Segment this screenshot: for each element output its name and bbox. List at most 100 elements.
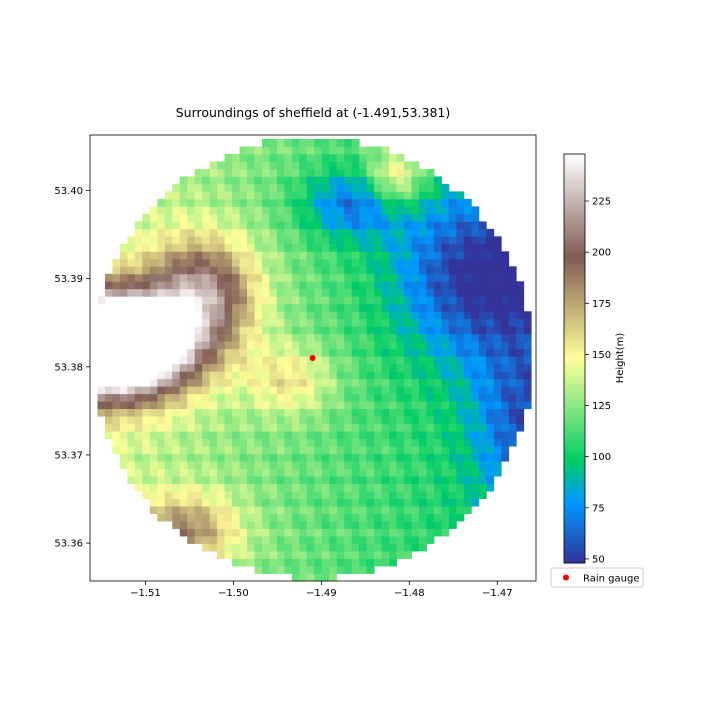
heat-cell [224, 386, 233, 395]
heat-cell [164, 191, 173, 200]
heat-cell [172, 273, 181, 282]
heat-cell [119, 438, 128, 447]
heat-cell [389, 206, 397, 215]
heat-cell [411, 228, 420, 237]
heat-cell [284, 183, 293, 192]
heat-cell [359, 341, 368, 350]
heat-cell [179, 446, 188, 455]
heat-cell [359, 483, 368, 492]
colorbar-segment [564, 280, 585, 285]
heat-cell [329, 438, 338, 447]
heat-cell [164, 348, 173, 357]
heat-cell [314, 221, 323, 230]
heat-cell [396, 551, 405, 559]
heat-cell [194, 528, 203, 537]
heat-cell [232, 251, 240, 260]
heat-cell [299, 558, 308, 567]
heat-cell [261, 551, 270, 559]
heat-cell [359, 521, 368, 529]
heat-cell [276, 491, 285, 499]
heat-cell [224, 318, 233, 327]
heat-cell [149, 251, 158, 260]
heat-cell [299, 468, 308, 477]
heat-cell [404, 288, 412, 297]
heat-cell [471, 273, 480, 282]
heat-cell [269, 303, 278, 312]
heat-cell [463, 408, 472, 417]
heat-cell [276, 161, 285, 170]
heat-cell [299, 266, 308, 275]
heat-cell [276, 341, 285, 350]
heat-cell [411, 266, 420, 275]
heat-cell [164, 258, 173, 267]
heat-cell [179, 386, 188, 395]
heat-cell [299, 206, 308, 215]
heat-cell [366, 288, 375, 297]
heat-cell [314, 453, 323, 462]
heat-cell [374, 453, 383, 462]
heat-cell [374, 258, 383, 267]
heat-cell [486, 476, 495, 484]
heat-cell [254, 176, 263, 185]
heat-cell [381, 243, 390, 252]
heat-cell [232, 183, 240, 192]
heat-cell [232, 461, 240, 470]
colorbar-segment [564, 191, 585, 196]
legend-label: Rain gauge [583, 574, 639, 585]
heat-cell [404, 431, 412, 440]
heat-cell [411, 168, 420, 177]
heat-cell [172, 311, 181, 320]
heat-cell [142, 311, 151, 320]
heat-cell [164, 341, 173, 350]
heat-cell [508, 281, 517, 290]
heat-cell [516, 333, 525, 342]
heat-cell [194, 393, 203, 402]
colorbar-tick-label: 175 [592, 299, 611, 310]
heat-cell [426, 303, 435, 312]
heat-cell [119, 431, 128, 440]
heat-cell [321, 363, 330, 372]
heat-cell [306, 333, 315, 342]
heat-cell [344, 183, 353, 192]
heat-cell [284, 258, 293, 267]
heat-cell [448, 386, 457, 395]
heat-cell [209, 348, 218, 357]
colorbar-segment [564, 488, 585, 492]
heat-cell [493, 363, 502, 372]
heat-cell [486, 401, 495, 410]
heat-cell [389, 251, 397, 260]
heat-cell [291, 168, 300, 177]
heat-cell [359, 213, 368, 222]
heat-cell [112, 371, 121, 380]
heat-cell [366, 491, 375, 499]
heat-cell [321, 138, 330, 147]
heat-cell [329, 476, 338, 484]
heat-cell [254, 506, 263, 514]
heat-cell [389, 558, 397, 567]
heat-cell [232, 401, 240, 410]
heat-cell [419, 213, 427, 222]
heat-cell [344, 288, 353, 297]
heat-cell [142, 236, 151, 245]
colorbar-segment [564, 545, 585, 550]
heat-cell [419, 341, 427, 350]
heat-cell [254, 438, 263, 447]
heat-cell [486, 243, 495, 252]
heat-cell [179, 243, 188, 252]
heat-cell [456, 371, 465, 380]
heat-cell [291, 198, 300, 207]
heat-cell [374, 386, 383, 395]
heat-cell [508, 371, 517, 380]
heat-cell [119, 371, 128, 380]
heat-cell [501, 266, 510, 275]
heat-cell [247, 386, 255, 395]
heat-cell [284, 431, 293, 440]
heat-cell [366, 528, 375, 537]
heat-cell [172, 498, 181, 507]
heat-cell [209, 258, 218, 267]
heat-cell [157, 251, 166, 260]
heat-cell [411, 461, 420, 470]
heat-cell [269, 318, 278, 327]
heat-cell [127, 393, 136, 402]
heat-cell [433, 386, 442, 395]
